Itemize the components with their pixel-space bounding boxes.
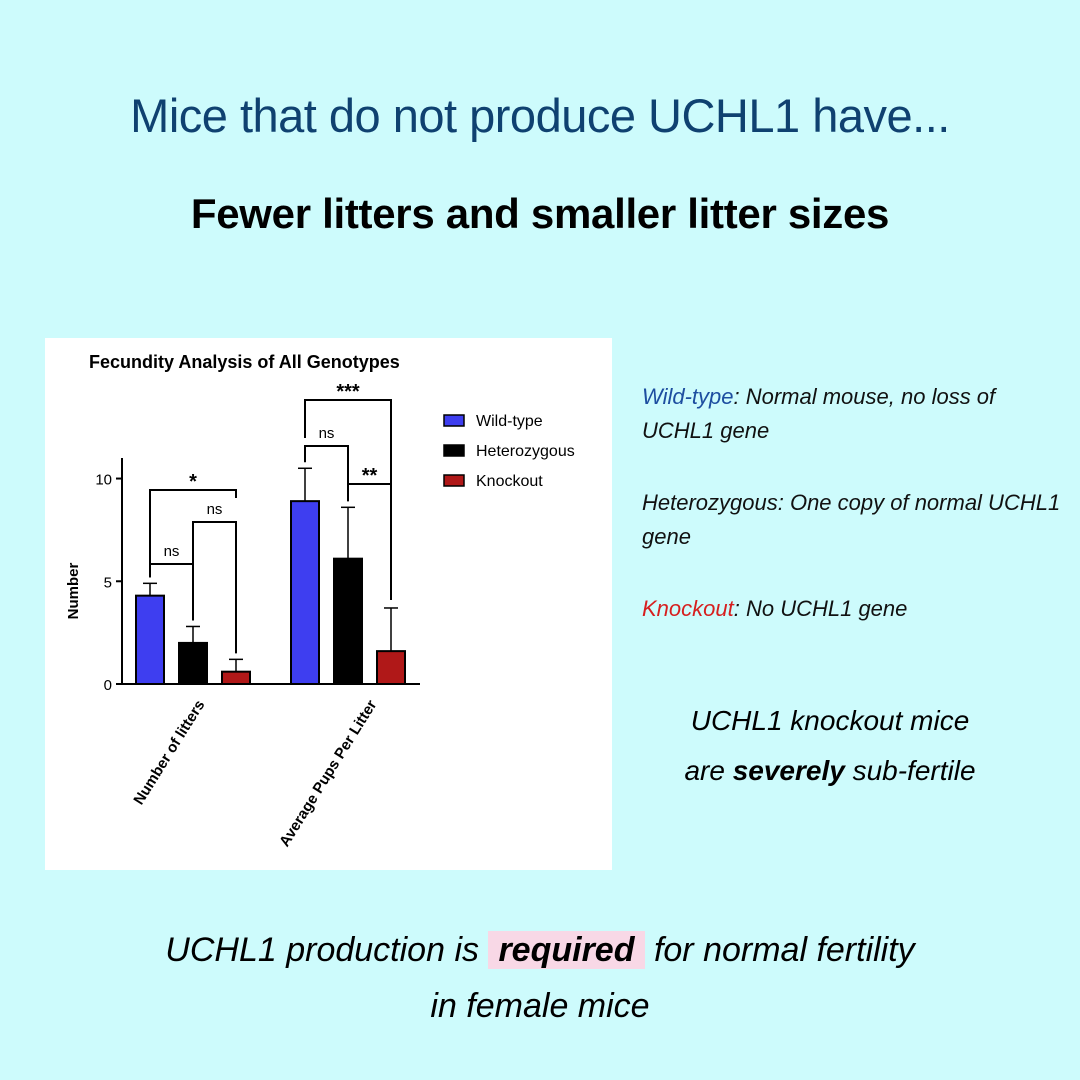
takeaway-highlight: required: [488, 931, 645, 969]
legend-swatch: [443, 444, 465, 457]
legend-swatch: [443, 474, 465, 487]
bar: [333, 557, 363, 685]
takeaway-line2: in female mice: [430, 987, 650, 1025]
definition-heterozygous: Heterozygous: One copy of normal UCHL1 g…: [642, 486, 1062, 554]
chart-title: Fecundity Analysis of All Genotypes: [89, 352, 400, 372]
chart-plot-area: 0 5 10 Number Number of litters Average Pups …: [65, 381, 575, 850]
significance-bracket: [304, 445, 349, 502]
conclusion-bold: severely: [732, 755, 845, 786]
bar: [135, 594, 165, 685]
significance-label: ns: [164, 543, 180, 560]
term-wildtype: Wild-type: [642, 384, 734, 409]
x-category-label: Average Pups Per Litter: [276, 697, 380, 850]
significance-label: ns: [319, 425, 335, 442]
significance-label: ns: [207, 501, 223, 518]
subheadline: Fewer litters and smaller litter sizes: [190, 190, 890, 237]
takeaway-line1: UCHL1 production is required for normal …: [0, 922, 1080, 978]
fecundity-chart: Fecundity Analysis of All Genotypes 0 5 10…: [45, 338, 612, 870]
conclusion-post: sub-fertile: [844, 755, 976, 786]
definition-knockout: Knockout: No UCHL1 gene: [642, 592, 1062, 626]
y-tick-label: 5: [104, 574, 112, 591]
definition-wildtype: Wild-type: Normal mouse, no loss of UCHL…: [642, 380, 1062, 448]
definition-wildtype-text: : Normal mouse, no loss of UCHL1 gene: [642, 384, 996, 443]
conclusion-line2: are severely sub-fertile: [610, 746, 1050, 796]
genotype-definitions: Wild-type: Normal mouse, no loss of UCHL…: [642, 380, 1062, 664]
bar: [290, 500, 320, 685]
significance-label: ***: [336, 381, 360, 403]
term-knockout: Knockout: [642, 596, 734, 621]
conclusion-line1: UCHL1 knockout mice: [690, 705, 970, 736]
definition-knockout-text: : No UCHL1 gene: [733, 596, 908, 621]
legend-swatch: [443, 414, 465, 427]
significance-label: *: [189, 471, 197, 493]
definition-heterozygous-text: Heterozygous: One copy of normal UCHL1 g…: [642, 490, 1061, 549]
significance-bracket: [192, 521, 237, 654]
y-tick-label: 10: [95, 472, 112, 489]
headline: Mice that do not produce UCHL1 have...: [130, 89, 950, 142]
legend-label: Wild-type: [476, 413, 543, 430]
significance-bracket: [347, 483, 392, 600]
y-tick-label: 0: [104, 677, 112, 694]
takeaway: UCHL1 production is required for normal …: [0, 922, 1080, 1034]
significance-label: **: [362, 465, 378, 487]
y-axis-label: Number: [65, 563, 82, 620]
x-category-label: Number of litters: [130, 697, 208, 808]
conclusion: UCHL1 knockout mice are severely sub-fer…: [610, 696, 1050, 796]
conclusion-pre: are: [684, 755, 733, 786]
takeaway-pre: UCHL1 production is: [165, 931, 489, 969]
legend-label: Heterozygous: [476, 443, 575, 460]
significance-bracket: [149, 489, 237, 578]
legend-label: Knockout: [476, 473, 543, 490]
bar: [178, 641, 208, 685]
chart-svg: Fecundity Analysis of All Genotypes 0 5 10…: [65, 352, 575, 850]
takeaway-post: for normal fertility: [644, 931, 915, 969]
bar: [376, 650, 406, 685]
bar: [221, 670, 251, 686]
